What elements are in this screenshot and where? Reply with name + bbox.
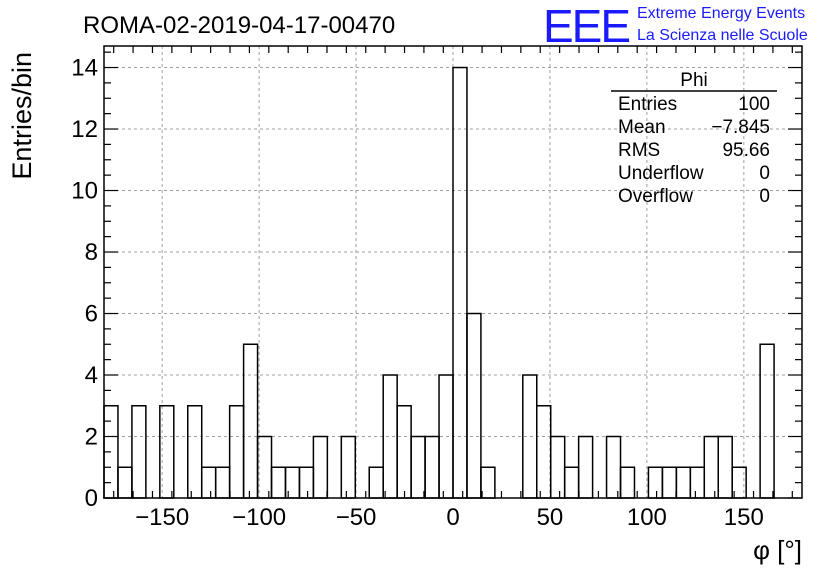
histogram-bin: [703, 435, 719, 499]
logo-mark: EEE: [543, 0, 629, 52]
histogram-bin: [549, 435, 566, 499]
x-tick-label: 100: [627, 504, 667, 531]
y-tick-label: 6: [85, 301, 98, 328]
histogram-bin: [117, 466, 133, 499]
histogram-bin: [563, 466, 580, 499]
histogram-bin: [396, 405, 412, 499]
y-tick-label: 2: [85, 424, 98, 451]
histogram-bars: [103, 66, 775, 499]
stats-title: Phi: [680, 70, 707, 91]
y-tick-label: 0: [85, 485, 98, 512]
stats-box: Phi Entries 100 Mean −7.845 RMS 95.66 Underflo…: [611, 70, 777, 207]
stats-value: 100: [738, 94, 770, 115]
histogram-bin: [270, 466, 287, 499]
x-tick-label: −150: [135, 504, 189, 531]
y-tick-label: 10: [71, 178, 98, 205]
histogram-bin: [536, 405, 552, 499]
chart-title: ROMA-02-2019-04-17-00470: [83, 12, 395, 39]
histogram-bin: [661, 466, 678, 499]
histogram-bin: [480, 466, 496, 499]
histogram-bin: [647, 466, 664, 499]
axis-ticks: [104, 46, 802, 499]
histogram-bin: [717, 435, 733, 499]
histogram-bin: [759, 343, 775, 499]
stats-label: Entries: [618, 94, 677, 115]
histogram-bin: [605, 435, 622, 499]
stats-label: Overflow: [618, 186, 693, 207]
histogram-bin: [382, 374, 398, 499]
logo-line2: La Scienza nelle Scuole: [637, 27, 808, 44]
histogram-bin: [242, 343, 259, 499]
x-tick-label: 0: [446, 504, 459, 531]
histogram-bin: [298, 466, 315, 499]
logo-line1: Extreme Energy Events: [637, 5, 805, 22]
stats-value: 95.66: [722, 140, 770, 161]
stats-label: Mean: [618, 117, 666, 138]
histogram-bin: [689, 466, 706, 499]
x-tick-label: −100: [232, 504, 286, 531]
y-tick-label: 14: [71, 55, 98, 82]
histogram-bin: [368, 466, 384, 499]
histogram-bin: [200, 466, 217, 499]
stats-label: Underflow: [618, 163, 704, 184]
y-axis-label: Entries/bin: [7, 52, 37, 180]
eee-logo: EEE Extreme Energy Events La Scienza nel…: [543, 0, 808, 52]
histogram-bin: [675, 466, 692, 499]
stats-value: 0: [759, 186, 770, 207]
x-axis-label: φ [°]: [753, 535, 802, 565]
histogram-bin: [340, 435, 357, 499]
x-tick-label: 150: [724, 504, 764, 531]
histogram-bin: [577, 435, 594, 499]
histogram-bin: [619, 466, 636, 499]
y-tick-label: 8: [85, 239, 98, 266]
plot-frame: [103, 45, 803, 499]
histogram-bin: [410, 435, 426, 499]
histogram-bin: [256, 435, 273, 499]
histogram-bin: [187, 405, 203, 499]
histogram-bin: [284, 466, 301, 499]
y-tick-label: 12: [71, 116, 98, 143]
stats-label: RMS: [618, 140, 660, 161]
y-tick-labels: 0 2 4 6 8 10 12 14: [71, 55, 98, 512]
stats-value: −7.845: [711, 117, 770, 138]
histogram-bin: [214, 466, 231, 499]
histogram-bin: [312, 435, 329, 499]
x-tick-labels: −150 −100 −50 0 50 100 150: [135, 504, 764, 531]
histogram-bin: [228, 405, 245, 499]
histogram-bin: [466, 312, 482, 499]
y-tick-label: 4: [85, 362, 98, 389]
x-tick-label: 50: [537, 504, 564, 531]
histogram-bin: [131, 405, 147, 499]
histogram-bin: [424, 435, 440, 499]
histogram-bin: [452, 66, 468, 499]
stats-value: 0: [759, 163, 770, 184]
x-tick-label: −50: [336, 504, 377, 531]
